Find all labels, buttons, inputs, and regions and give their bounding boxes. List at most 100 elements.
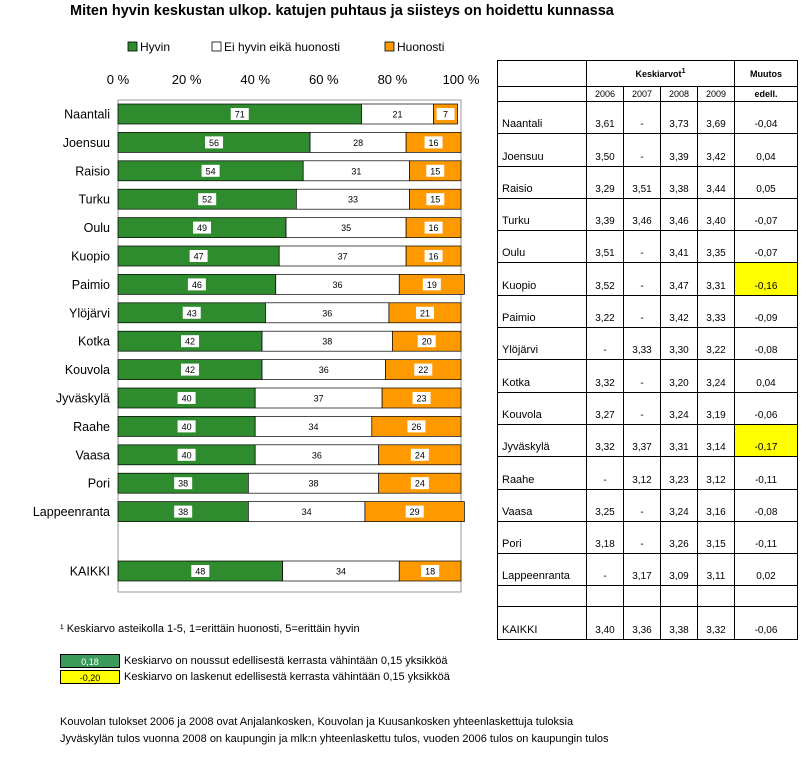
city-name: Naantali <box>497 100 587 135</box>
average-value: 3,25 <box>586 488 624 522</box>
value-label: 21 <box>420 308 430 318</box>
average-value: 3,33 <box>623 327 661 361</box>
city-name: Kuopio <box>497 262 587 296</box>
value-label: 46 <box>192 280 202 290</box>
table-row: Oulu 3,51-3,41 3,35 -0,07 <box>497 230 798 264</box>
value-label-box <box>424 250 443 262</box>
average-value: 3,17 <box>623 553 661 587</box>
city-name: Vaasa <box>497 488 587 522</box>
averages-table: Keskiarvot1 Muutos 2006 2007 2008 2009 e… <box>497 60 798 640</box>
average-value: 3,46 <box>660 197 698 232</box>
change-subheader: edell. <box>734 86 798 102</box>
average-value: 3,36 <box>623 606 661 640</box>
value-label-box <box>415 306 434 319</box>
average-value: 3,46 <box>623 197 661 232</box>
value-label-box <box>307 448 326 461</box>
legend-swatch <box>211 41 222 52</box>
value-label: 34 <box>336 567 346 577</box>
change-header: Muutos <box>734 60 798 87</box>
value-label: 40 <box>182 394 192 404</box>
gap-cell <box>697 585 735 608</box>
average-value: 3,22 <box>586 294 624 329</box>
value-label: 47 <box>194 252 204 262</box>
value-label: 23 <box>417 394 427 404</box>
value-label: 24 <box>415 450 425 460</box>
value-label-box <box>436 108 455 120</box>
city-name: Ylöjärvi <box>497 327 587 361</box>
x-tick-label: 0 % <box>107 72 130 87</box>
city-name: Kotka <box>497 359 587 393</box>
value-label-box <box>424 221 443 234</box>
average-value: - <box>623 100 661 135</box>
x-tick-label: 20 % <box>172 72 202 87</box>
average-value: 3,35 <box>697 230 735 264</box>
value-label-box <box>333 250 352 262</box>
average-value: - <box>623 359 661 393</box>
value-label: 37 <box>338 252 348 262</box>
table-row: Pori 3,18-3,26 3,15 -0,11 <box>497 520 798 555</box>
change-value: 0,04 <box>734 359 798 393</box>
value-label-box <box>205 136 224 149</box>
average-value: 3,73 <box>660 100 698 135</box>
value-label: 38 <box>178 507 188 517</box>
value-label-box <box>349 136 368 149</box>
value-label-box <box>309 392 328 404</box>
average-value: 3,38 <box>660 606 698 640</box>
gap-cell <box>497 585 587 608</box>
average-value: 3,24 <box>660 391 698 425</box>
average-value: 3,24 <box>660 488 698 522</box>
city-name: Joensuu <box>497 133 587 167</box>
average-value: 3,61 <box>586 100 624 135</box>
value-label: 15 <box>430 195 440 205</box>
value-label-box <box>328 278 347 291</box>
category-label: Kotka <box>78 335 110 349</box>
average-value: 3,27 <box>586 391 624 425</box>
value-label-box <box>304 420 323 433</box>
value-label-box <box>410 448 429 461</box>
average-value: 3,16 <box>697 488 735 522</box>
value-label-box <box>193 221 212 234</box>
city-name: KAIKKI <box>497 606 587 640</box>
gap-cell <box>660 585 698 608</box>
average-value: 3,52 <box>586 262 624 296</box>
value-label: 52 <box>202 195 212 205</box>
average-value: 3,42 <box>660 294 698 329</box>
value-label-box <box>177 420 196 433</box>
average-value: 3,23 <box>660 456 698 490</box>
change-value: -0,11 <box>734 520 798 555</box>
legend-label: Ei hyvin eikä huonosti <box>224 40 340 54</box>
average-value: 3,30 <box>660 327 698 361</box>
average-value: 3,50 <box>586 133 624 167</box>
value-label-box <box>182 306 201 319</box>
average-value: 3,47 <box>660 262 698 296</box>
average-value: - <box>623 133 661 167</box>
value-label: 26 <box>411 422 421 432</box>
value-label: 56 <box>209 138 219 148</box>
value-label: 19 <box>427 280 437 290</box>
change-value: -0,04 <box>734 100 798 135</box>
value-label: 28 <box>353 138 363 148</box>
change-value: -0,11 <box>734 456 798 490</box>
average-value: 3,29 <box>586 165 624 199</box>
value-label-box <box>314 363 333 376</box>
average-value: 3,19 <box>697 391 735 425</box>
value-label: 7 <box>443 110 448 120</box>
city-name: Raisio <box>497 165 587 199</box>
average-value: 3,32 <box>586 423 624 458</box>
legend-label: Huonosti <box>397 40 444 54</box>
category-label: Raisio <box>75 164 110 178</box>
city-name: Pori <box>497 520 587 555</box>
value-label: 35 <box>341 223 351 233</box>
average-value: 3,40 <box>697 197 735 232</box>
value-label-box <box>318 306 337 319</box>
value-label-box <box>421 565 440 577</box>
value-label: 24 <box>415 479 425 489</box>
chart-title: Miten hyvin keskustan ulkop. katujen puh… <box>70 3 614 19</box>
table-corner-sub <box>497 86 587 102</box>
average-value: 3,24 <box>697 359 735 393</box>
average-value: - <box>586 553 624 587</box>
value-label-box <box>174 477 193 490</box>
average-value: - <box>586 327 624 361</box>
category-label: Turku <box>79 193 111 207</box>
value-label-box <box>412 392 431 404</box>
